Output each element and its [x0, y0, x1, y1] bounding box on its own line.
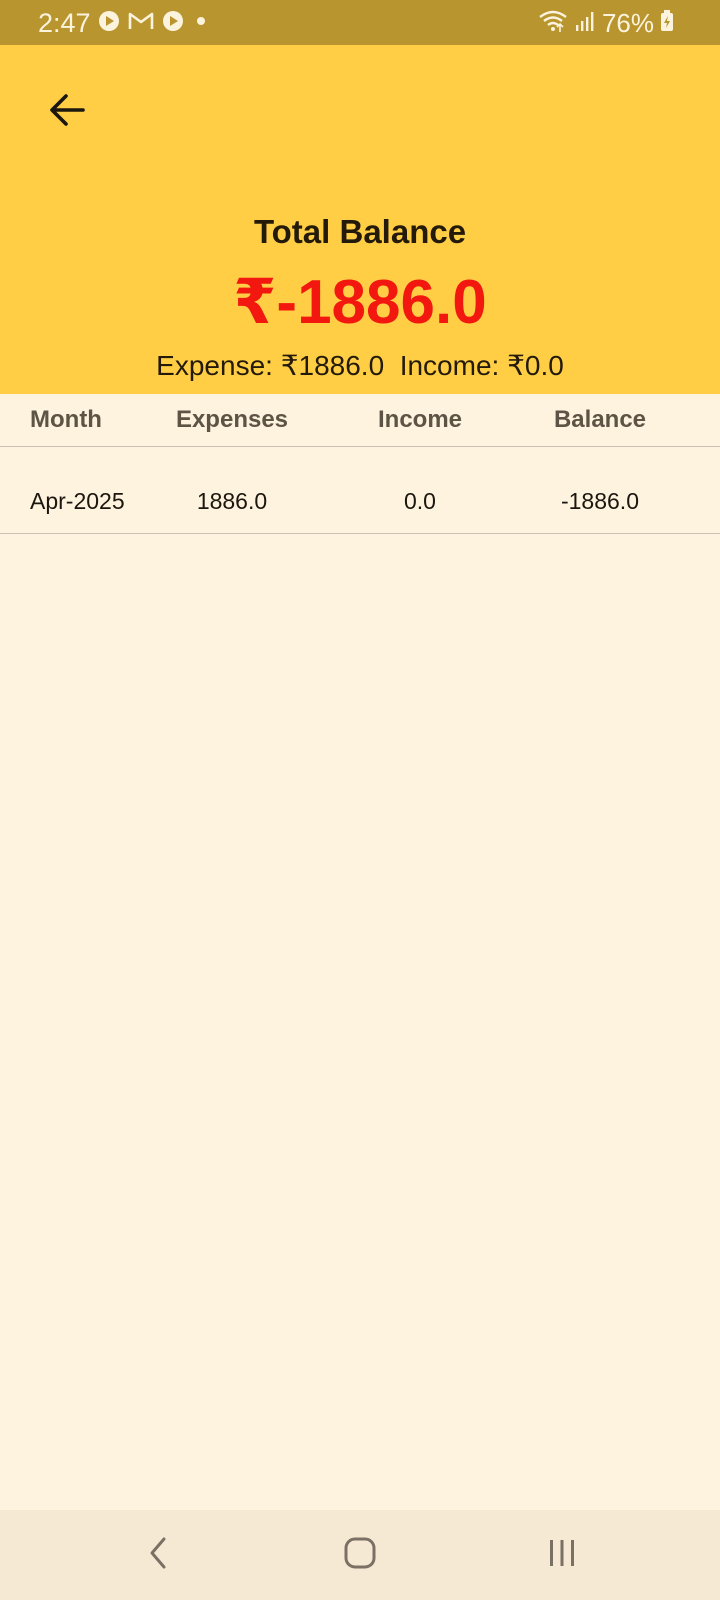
- wifi-icon: [538, 9, 568, 38]
- nav-home-button[interactable]: [330, 1530, 390, 1580]
- cell-month: Apr-2025: [30, 488, 125, 514]
- total-balance-value: ₹-1886.0: [233, 268, 487, 337]
- signal-icon: [574, 10, 596, 37]
- dot-icon: [192, 10, 210, 37]
- home-icon: [343, 1536, 377, 1575]
- back-button[interactable]: [40, 85, 94, 139]
- column-header-month: Month: [30, 406, 102, 433]
- table-header: Month Expenses Income Balance: [0, 394, 720, 447]
- balance-header: Total Balance ₹-1886.0 Expense: ₹1886.0 …: [0, 45, 720, 394]
- gmail-icon: [128, 11, 154, 36]
- notification-icons: [98, 10, 210, 37]
- table-row[interactable]: Apr-2025 1886.0 0.0 -1886.0: [0, 447, 720, 534]
- page-title: Total Balance: [253, 213, 467, 250]
- back-icon: [146, 1536, 170, 1575]
- status-time: 2:47: [38, 8, 91, 38]
- column-header-expenses: Expenses: [175, 406, 289, 433]
- recents-icon: [547, 1537, 577, 1574]
- play-icon: [162, 10, 184, 37]
- column-header-income: Income: [377, 406, 463, 433]
- column-header-balance: Balance: [553, 406, 647, 433]
- play-icon: [98, 10, 120, 37]
- status-bar: 2:47: [0, 0, 720, 45]
- cell-income: 0.0: [404, 488, 436, 514]
- nav-back-button[interactable]: [128, 1530, 188, 1580]
- system-icons: 76%: [538, 8, 674, 38]
- arrow-left-icon: [47, 90, 87, 135]
- cell-expenses: 1886.0: [196, 488, 268, 514]
- battery-level: 76%: [601, 8, 654, 38]
- cell-balance: -1886.0: [560, 488, 639, 514]
- expense-income-summary: Expense: ₹1886.0 Income: ₹0.0: [156, 350, 564, 381]
- system-nav-bar: [0, 1510, 720, 1600]
- battery-icon: [660, 9, 674, 37]
- nav-recents-button[interactable]: [532, 1530, 592, 1580]
